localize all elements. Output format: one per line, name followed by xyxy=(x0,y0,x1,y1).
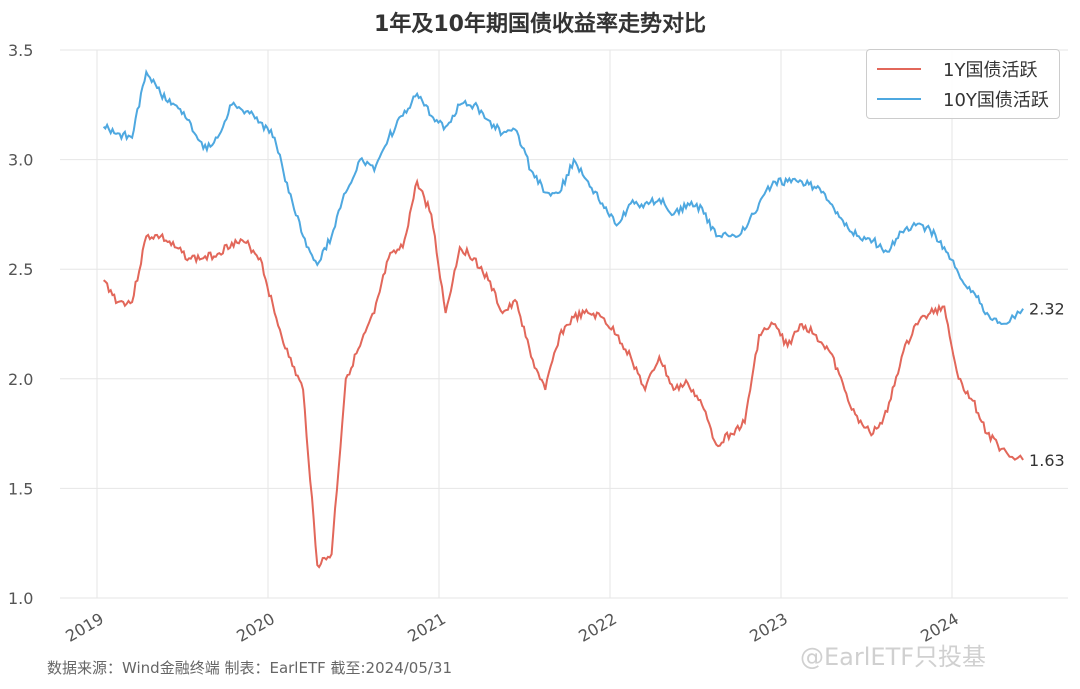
legend-label: 10Y国债活跃 xyxy=(943,90,1049,111)
legend-swatch xyxy=(877,68,921,70)
legend: 1Y国债活跃 10Y国债活跃 xyxy=(866,49,1060,119)
legend-item-1y: 1Y国债活跃 xyxy=(877,54,1037,84)
y-tick-label: 3.5 xyxy=(8,41,33,60)
x-tick-label: 2022 xyxy=(575,609,620,646)
chart-title: 1年及10年期国债收益率走势对比 xyxy=(374,12,706,37)
y-tick-label: 2.5 xyxy=(8,260,33,279)
source-note: 数据来源：Wind金融终端 制表：EarlETF 截至:2024/05/31 xyxy=(47,659,453,677)
watermark: @EarlETF只投基 xyxy=(800,643,987,671)
y-tick-label: 1.0 xyxy=(8,589,33,608)
legend-label: 1Y国债活跃 xyxy=(943,60,1038,81)
y-tick-label: 2.0 xyxy=(8,370,33,389)
x-tick-label: 2021 xyxy=(404,609,449,646)
series-line-10y xyxy=(102,68,1024,326)
y-tick-label: 3.0 xyxy=(8,151,33,170)
end-value-label: 2.32 xyxy=(1029,300,1065,319)
x-tick-label: 2019 xyxy=(62,609,107,646)
end-value-label: 1.63 xyxy=(1029,451,1065,470)
legend-item-10y: 10Y国债活跃 xyxy=(877,84,1049,114)
x-tick-label: 2023 xyxy=(746,609,791,646)
x-tick-label: 2020 xyxy=(233,609,278,646)
y-tick-label: 1.5 xyxy=(8,479,33,498)
series-line-1y xyxy=(102,178,1024,569)
legend-swatch xyxy=(877,98,921,100)
